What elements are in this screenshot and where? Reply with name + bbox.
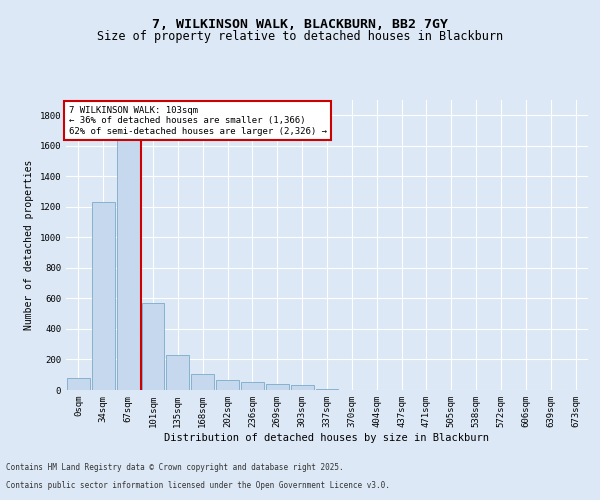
Bar bbox=[142, 303, 164, 390]
Text: Size of property relative to detached houses in Blackburn: Size of property relative to detached ho… bbox=[97, 30, 503, 43]
Bar bbox=[92, 202, 115, 390]
Bar bbox=[241, 382, 264, 390]
Bar bbox=[117, 130, 140, 390]
Text: 7, WILKINSON WALK, BLACKBURN, BB2 7GY: 7, WILKINSON WALK, BLACKBURN, BB2 7GY bbox=[152, 18, 448, 30]
Bar bbox=[67, 378, 90, 390]
Bar bbox=[191, 374, 214, 390]
Text: Contains HM Land Registry data © Crown copyright and database right 2025.: Contains HM Land Registry data © Crown c… bbox=[6, 464, 344, 472]
Bar bbox=[166, 355, 189, 390]
Bar bbox=[216, 380, 239, 390]
Y-axis label: Number of detached properties: Number of detached properties bbox=[24, 160, 34, 330]
Text: Contains public sector information licensed under the Open Government Licence v3: Contains public sector information licen… bbox=[6, 481, 390, 490]
Bar bbox=[266, 384, 289, 390]
Text: 7 WILKINSON WALK: 103sqm
← 36% of detached houses are smaller (1,366)
62% of sem: 7 WILKINSON WALK: 103sqm ← 36% of detach… bbox=[68, 106, 326, 136]
X-axis label: Distribution of detached houses by size in Blackburn: Distribution of detached houses by size … bbox=[164, 432, 490, 442]
Bar bbox=[316, 389, 338, 390]
Bar bbox=[291, 386, 314, 390]
